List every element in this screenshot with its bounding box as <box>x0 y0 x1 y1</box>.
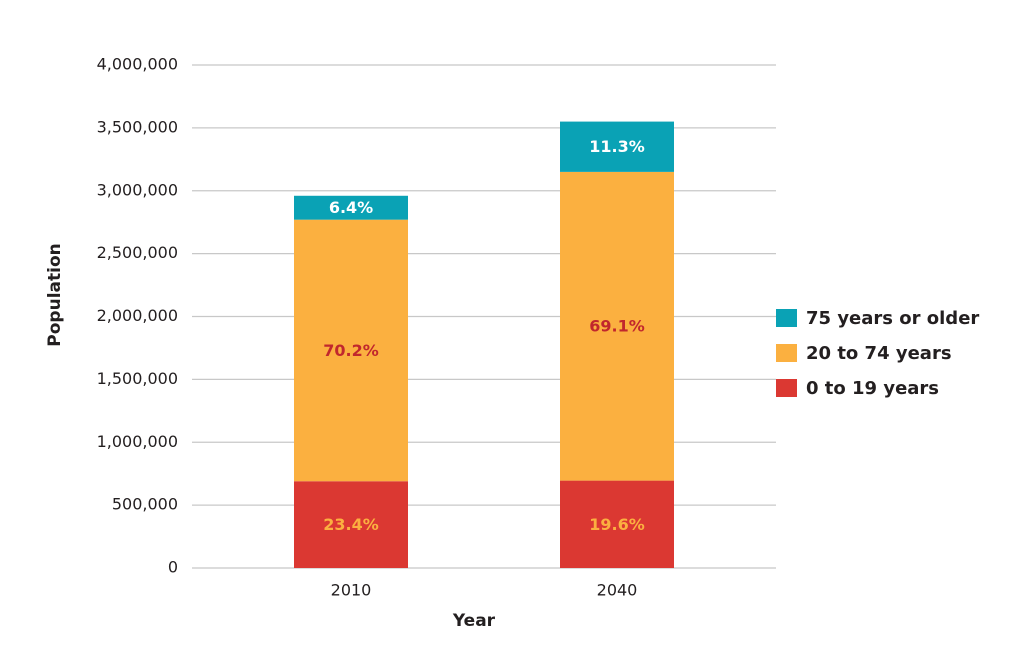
bar-segment <box>560 480 674 568</box>
bar-segment <box>294 219 408 482</box>
x-tick-label: 2010 <box>331 581 372 600</box>
bar-segment <box>294 481 408 568</box>
data-label: 69.1% <box>589 317 645 336</box>
y-tick-label: 3,000,000 <box>97 180 178 199</box>
y-tick-label: 1,500,000 <box>97 369 178 388</box>
y-axis-title: Population <box>45 243 65 346</box>
legend-label: 0 to 19 years <box>806 378 939 399</box>
data-label: 23.4% <box>323 515 379 534</box>
y-tick-label: 2,500,000 <box>97 243 178 262</box>
x-tick-label: 2040 <box>597 581 638 600</box>
y-tick-label: 3,500,000 <box>97 117 178 136</box>
legend-label: 75 years or older <box>806 308 979 329</box>
y-tick-label: 4,000,000 <box>97 55 178 74</box>
data-label: 11.3% <box>589 137 645 156</box>
legend-swatch <box>776 344 797 362</box>
bar-segment <box>294 195 408 220</box>
y-tick-label: 2,000,000 <box>97 306 178 325</box>
y-tick-label: 1,000,000 <box>97 432 178 451</box>
bar-segment <box>560 121 674 172</box>
legend-swatch <box>776 379 797 397</box>
y-tick-label: 0 <box>168 558 178 577</box>
legend-swatch <box>776 309 797 327</box>
data-label: 19.6% <box>589 515 645 534</box>
y-tick-label: 500,000 <box>112 495 178 514</box>
x-axis-title: Year <box>452 611 496 631</box>
data-label: 70.2% <box>323 341 379 360</box>
data-label: 6.4% <box>329 198 373 217</box>
legend-label: 20 to 74 years <box>806 343 952 364</box>
bar-segment <box>560 171 674 481</box>
